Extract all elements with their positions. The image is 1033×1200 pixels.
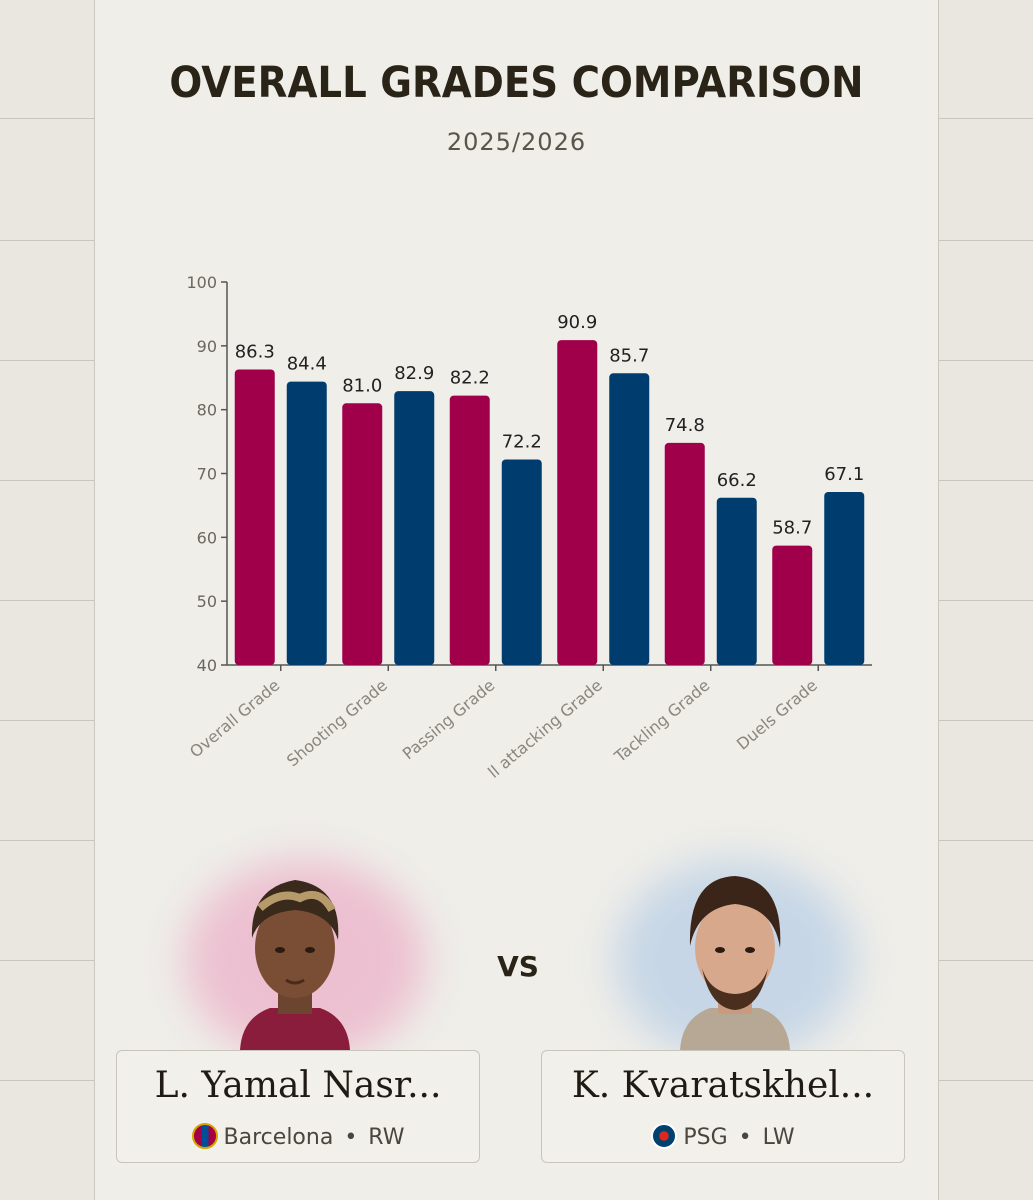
y-tick-label: 100 bbox=[186, 273, 217, 292]
page-title: OVERALL GRADES COMPARISON bbox=[169, 58, 864, 108]
data-label: 81.0 bbox=[342, 375, 382, 396]
bar-series2 bbox=[824, 492, 865, 665]
data-label: 82.2 bbox=[450, 368, 490, 389]
player2-card[interactable]: K. Kvaratskhel... PSG • LW bbox=[541, 1050, 905, 1163]
player2-avatar bbox=[680, 876, 790, 1050]
y-tick-label: 60 bbox=[197, 528, 217, 547]
x-tick-label: Duels Grade bbox=[733, 676, 821, 754]
bar-series2 bbox=[609, 373, 650, 665]
data-label: 90.9 bbox=[557, 312, 597, 333]
player2-position: LW bbox=[762, 1125, 795, 1150]
data-label: 86.3 bbox=[235, 341, 275, 362]
player2-name: K. Kvaratskhel... bbox=[571, 1065, 875, 1106]
x-tick-label: Overall Grade bbox=[186, 676, 283, 762]
data-label: 67.1 bbox=[824, 464, 864, 485]
vs-label: VS bbox=[497, 950, 539, 983]
x-tick-label: Shooting Grade bbox=[283, 676, 391, 771]
bar-series2 bbox=[716, 497, 757, 665]
y-tick-label: 80 bbox=[197, 401, 217, 420]
data-label: 85.7 bbox=[609, 345, 649, 366]
player2-meta: PSG • LW bbox=[542, 1123, 904, 1150]
x-tick-label: Tackling Grade bbox=[610, 676, 713, 767]
season-subtitle: 2025/2026 bbox=[446, 128, 587, 156]
player1-name: L. Yamal Nasr... bbox=[154, 1065, 442, 1106]
grades-bar-chart: 40 50 60 70 80 90 100 86.3 84.4 Overall Grade 81.0… bbox=[186, 273, 872, 782]
player1-club: Barcelona bbox=[223, 1125, 334, 1150]
psg-crest-icon bbox=[651, 1123, 678, 1149]
data-label: 58.7 bbox=[772, 518, 812, 539]
data-label: 66.2 bbox=[717, 470, 757, 491]
data-label: 72.2 bbox=[502, 431, 542, 452]
player1-meta: Barcelona • RW bbox=[117, 1123, 479, 1150]
player1-avatar bbox=[240, 880, 350, 1050]
bar-series1 bbox=[664, 442, 705, 665]
barcelona-crest-icon bbox=[191, 1123, 218, 1149]
bar-series1 bbox=[234, 369, 275, 665]
bar-series1 bbox=[342, 403, 383, 665]
x-tick-label: ll attacking Grade bbox=[484, 676, 606, 782]
y-tick-label: 70 bbox=[197, 465, 217, 484]
bar-series2 bbox=[501, 459, 542, 665]
bar-series1 bbox=[772, 545, 813, 665]
player1-separator: • bbox=[344, 1125, 358, 1150]
player1-position: RW bbox=[368, 1125, 405, 1150]
y-tick-label: 90 bbox=[197, 337, 217, 356]
y-tick-label: 50 bbox=[197, 592, 217, 611]
player2-club: PSG bbox=[683, 1125, 728, 1150]
comparison-card: OVERALL GRADES COMPARISON 2025/2026 40 50… bbox=[95, 0, 938, 1200]
bar-series1 bbox=[449, 395, 490, 665]
data-label: 84.4 bbox=[287, 354, 327, 375]
x-tick-label: Passing Grade bbox=[399, 676, 499, 764]
player2-separator: • bbox=[738, 1125, 752, 1150]
player1-card[interactable]: L. Yamal Nasr... Barcelona • RW bbox=[116, 1050, 480, 1163]
data-label: 82.9 bbox=[394, 363, 434, 384]
bar-series2 bbox=[286, 381, 327, 665]
data-label: 74.8 bbox=[665, 415, 705, 436]
bar-series2 bbox=[394, 391, 435, 665]
y-tick-label: 40 bbox=[197, 656, 217, 675]
bar-series1 bbox=[557, 340, 598, 665]
